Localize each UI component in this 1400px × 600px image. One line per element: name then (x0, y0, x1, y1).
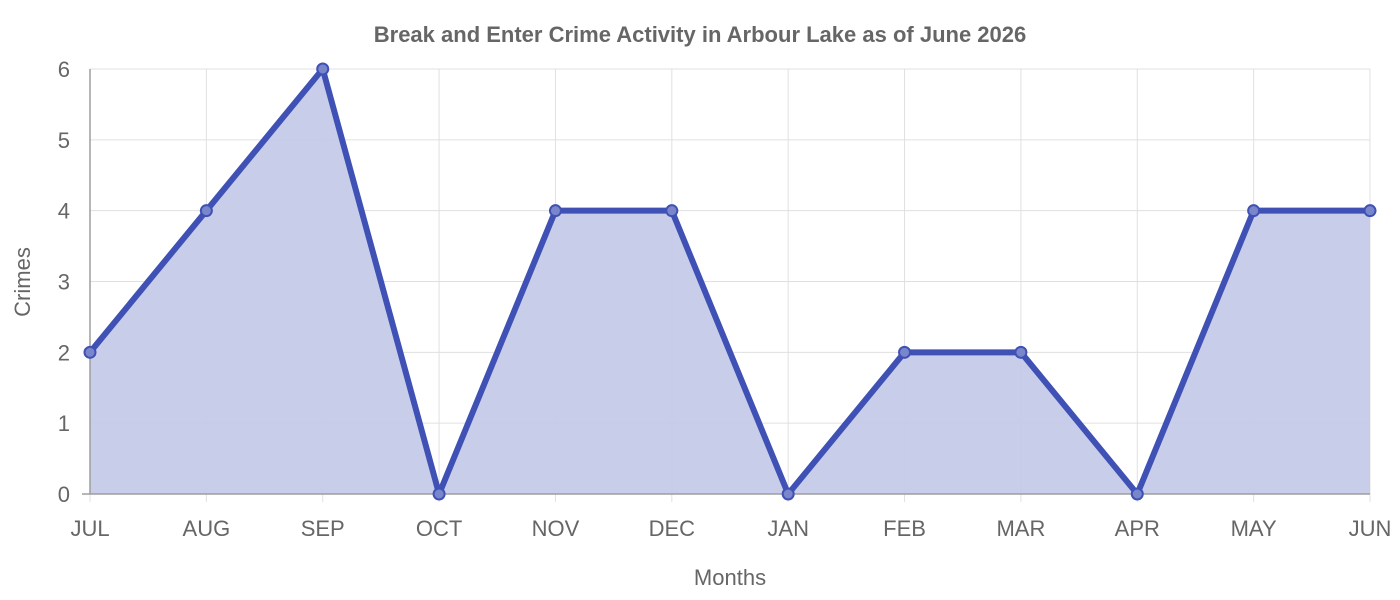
x-tick-label: JUN (1349, 516, 1392, 541)
x-tick-label: JAN (767, 516, 809, 541)
y-tick-labels: 0 1 2 3 4 5 6 (58, 57, 70, 507)
data-point (898, 345, 912, 359)
data-point (1130, 487, 1144, 501)
x-tick-label: OCT (416, 516, 462, 541)
data-point (665, 204, 679, 218)
y-tick-label: 4 (58, 199, 70, 224)
x-tick-label: SEP (301, 516, 345, 541)
chart-title: Break and Enter Crime Activity in Arbour… (374, 22, 1026, 47)
y-tick-label: 5 (58, 128, 70, 153)
x-tick-label: DEC (649, 516, 696, 541)
x-tick-label: AUG (183, 516, 231, 541)
y-tick-label: 6 (58, 57, 70, 82)
data-point (432, 487, 446, 501)
data-point (199, 204, 213, 218)
x-tick-label: FEB (883, 516, 926, 541)
x-tick-labels: JUL AUG SEP OCT NOV DEC JAN FEB MAR APR MAY JUN (70, 516, 1391, 541)
y-axis-title: Crimes (10, 247, 35, 317)
x-tick-label: NOV (532, 516, 580, 541)
data-points (83, 62, 1377, 501)
data-point (316, 62, 330, 76)
x-tick-label: APR (1115, 516, 1160, 541)
x-tick-label: MAR (996, 516, 1045, 541)
data-point (1014, 345, 1028, 359)
data-point (1247, 204, 1261, 218)
data-point (781, 487, 795, 501)
data-point (1363, 204, 1377, 218)
data-point (548, 204, 562, 218)
x-tick-label: JUL (70, 516, 109, 541)
y-tick-label: 2 (58, 340, 70, 365)
axes (82, 69, 1370, 495)
y-tick-label: 3 (58, 270, 70, 295)
series-line (87, 66, 1370, 497)
y-tick-label: 0 (58, 482, 70, 507)
data-point (83, 345, 97, 359)
x-tick-label: MAY (1231, 516, 1277, 541)
y-tick-label: 1 (58, 411, 70, 436)
x-axis-title: Months (694, 565, 766, 590)
